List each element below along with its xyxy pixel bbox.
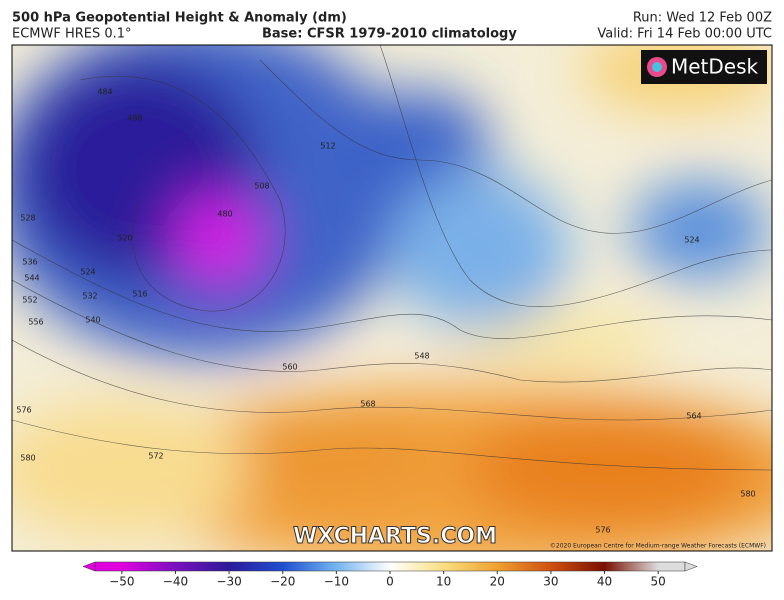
colorbar-arrow — [684, 561, 698, 572]
contour-label: 524 — [80, 268, 95, 277]
contour-label: 532 — [82, 292, 97, 301]
colorbar-tick-label: 50 — [651, 575, 666, 589]
colorbar-tick-label: 20 — [490, 575, 505, 589]
colorbar-tick-label: −40 — [163, 575, 188, 589]
contour-label: 556 — [28, 318, 43, 327]
colorbar-arrow — [82, 561, 96, 572]
contour-label: 564 — [686, 412, 701, 421]
colorbar-tick-label: −30 — [216, 575, 241, 589]
model: ECMWF HRES 0.1° — [12, 27, 132, 42]
contour-label: 568 — [360, 400, 375, 409]
contour-label: 576 — [16, 406, 31, 415]
contour-label: 520 — [117, 234, 132, 243]
contour-label: 528 — [20, 214, 35, 223]
contour-label: 544 — [24, 274, 39, 283]
contour-label: 516 — [132, 290, 147, 299]
base: Base: CFSR 1979-2010 climatology — [262, 27, 517, 42]
contour-label: 484 — [97, 88, 112, 97]
contour-label: 480 — [217, 210, 232, 219]
contour-label: 580 — [20, 454, 35, 463]
colorbar-tick-label: −50 — [109, 575, 134, 589]
map — [12, 45, 772, 551]
colorbar-tick-label: −20 — [270, 575, 295, 589]
contour-label: 540 — [85, 316, 100, 325]
logo: MetDesk — [671, 55, 759, 79]
contour-label: 488 — [127, 114, 142, 123]
colorbar-tick-label: 10 — [436, 575, 451, 589]
contour-label: 560 — [282, 363, 297, 372]
contour-label: 552 — [22, 296, 37, 305]
valid: Valid: Fri 14 Feb 00:00 UTC — [597, 27, 772, 42]
colorbar-tick-label: 0 — [386, 575, 394, 589]
colorbar-tick-label: 30 — [543, 575, 558, 589]
contour-label: 536 — [22, 258, 37, 267]
colorbar-tick-label: −10 — [324, 575, 349, 589]
contour-label: 572 — [148, 452, 163, 461]
contour-label: 512 — [320, 142, 335, 151]
copyright: ©2020 European Centre for Medium-range W… — [550, 543, 766, 550]
colorbar-tick-label: 40 — [597, 575, 612, 589]
contour-label: 548 — [414, 352, 429, 361]
watermark: WXCHARTS.COM — [293, 524, 497, 549]
title: 500 hPa Geopotential Height & Anomaly (d… — [12, 11, 347, 26]
contour-label: 508 — [254, 182, 269, 191]
colorbar — [94, 561, 686, 572]
contour-label: 576 — [595, 526, 610, 535]
run: Run: Wed 12 Feb 00Z — [633, 11, 772, 26]
contour-label: 580 — [740, 490, 755, 499]
contour-label: 524 — [684, 236, 699, 245]
